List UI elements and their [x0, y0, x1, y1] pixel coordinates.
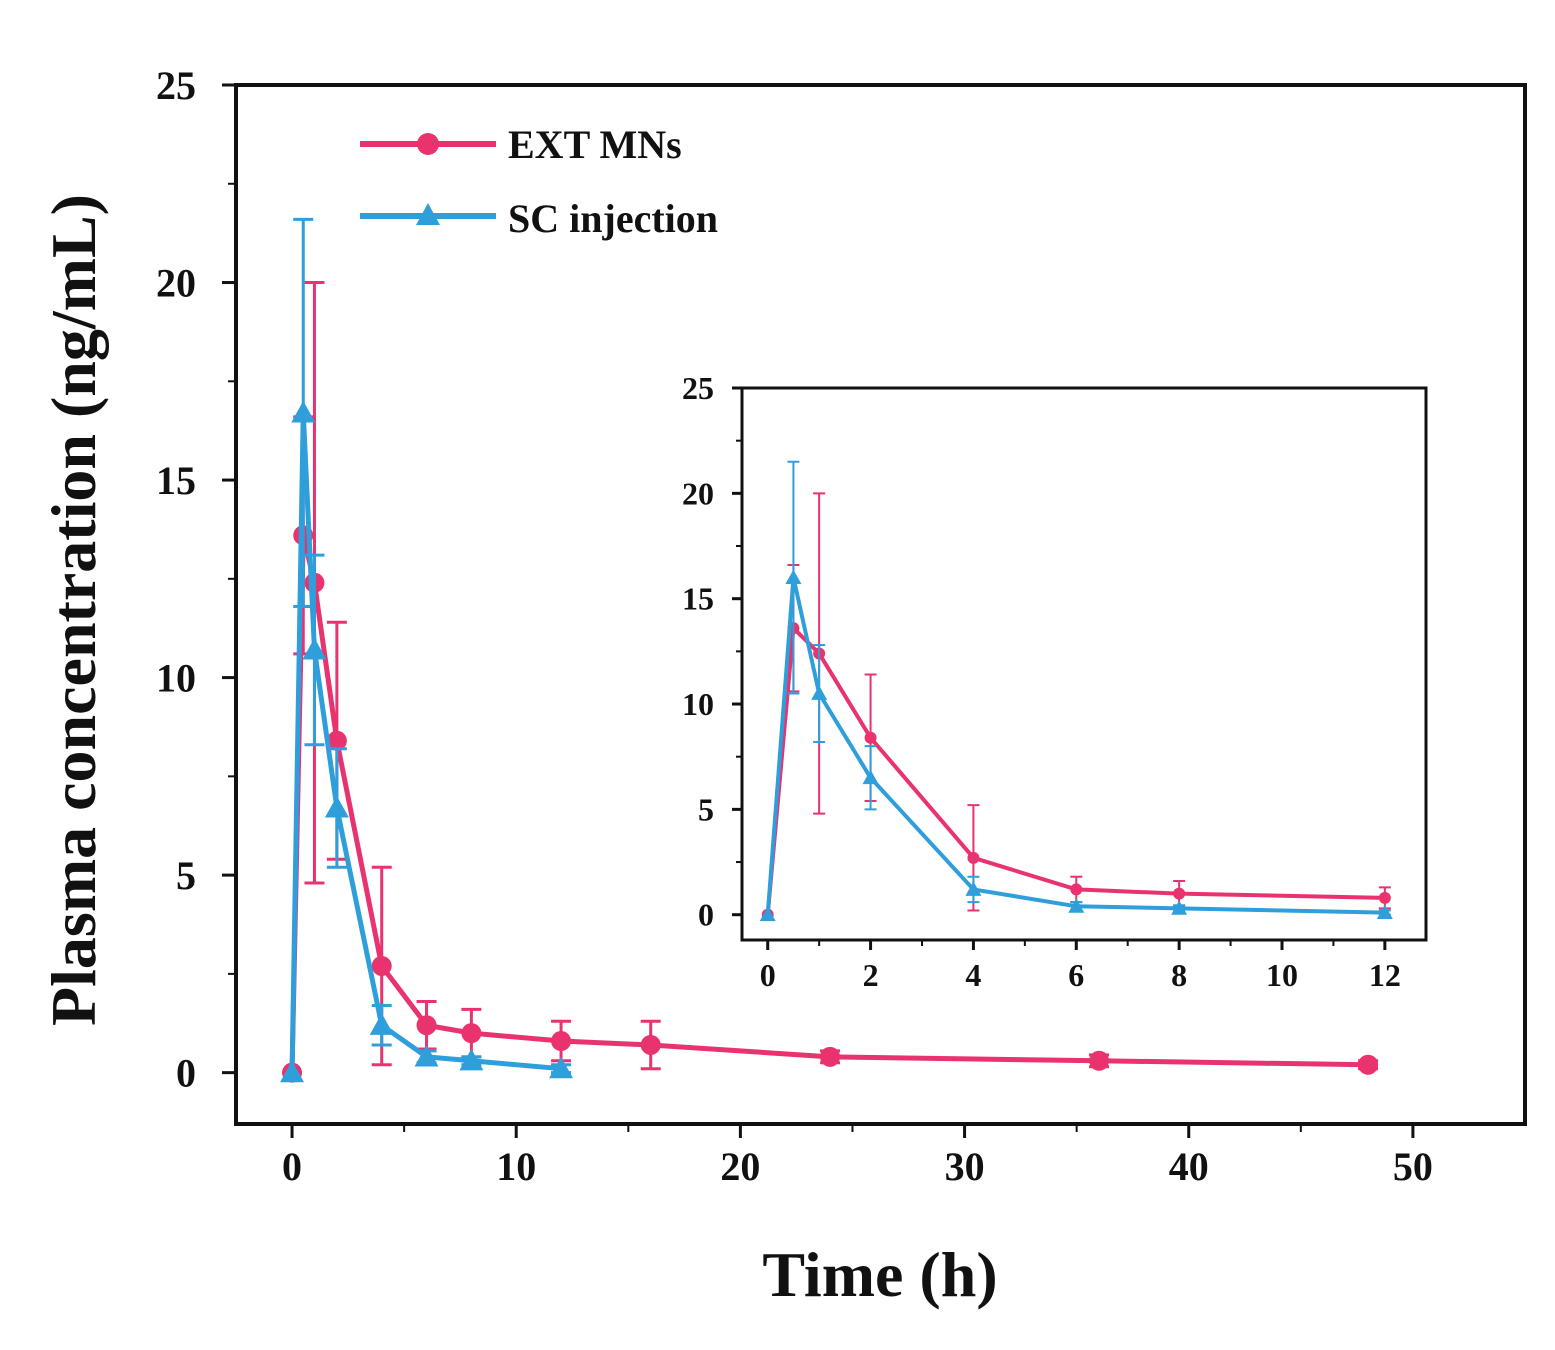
legend-item-ext-mns: EXT MNs: [360, 122, 682, 167]
inset-ext-mns-point: [1173, 887, 1186, 900]
main-sc-injection-point: [280, 1060, 305, 1083]
legend-ext-mns-label: EXT MNs: [508, 122, 682, 167]
main-sc-injection-point: [549, 1056, 574, 1079]
inset-sc-injection-point: [1068, 898, 1085, 913]
main-ext-mns-point: [461, 1023, 482, 1044]
main-sc-injection-point: [459, 1048, 484, 1071]
inset-series-layer: [759, 460, 1393, 922]
main-ext-mns-point: [371, 955, 392, 976]
inset-background: [742, 388, 1426, 940]
legend-ext-mns-marker: [417, 133, 439, 155]
inset-x-tick-label: 10: [1266, 957, 1298, 993]
inset-ext-mns-point: [1070, 883, 1083, 896]
main-y-tick-label: 15: [156, 458, 196, 503]
main-x-tick-label: 20: [720, 1144, 760, 1189]
legend-sc-injection-label: SC injection: [508, 196, 718, 241]
inset-x-tick-label: 4: [965, 957, 981, 993]
inset-ext-mns-point: [864, 731, 877, 744]
inset-sc-injection-point: [862, 769, 879, 785]
inset-y-tick-label: 15: [682, 581, 714, 617]
main-y-tick-label: 5: [176, 853, 196, 898]
inset-y-axis: 0 5 10 15 20 25: [682, 370, 742, 933]
inset-ext-mns-point: [967, 851, 980, 864]
inset-ext-mns-series: [761, 492, 1391, 921]
main-x-tick-label: 10: [496, 1144, 536, 1189]
inset-sc-injection-line: [765, 575, 1385, 915]
inset-x-tick-label: 8: [1171, 957, 1187, 993]
main-ext-mns-point: [1089, 1050, 1110, 1071]
inset-x-tick-label: 2: [863, 957, 879, 993]
main-ext-mns-point: [551, 1031, 572, 1052]
inset-x-tick-label: 12: [1369, 957, 1401, 993]
legend: EXT MNs SC injection: [360, 122, 718, 241]
main-y-tick-label: 20: [156, 261, 196, 306]
main-series-layer: [280, 217, 1379, 1083]
main-ext-mns-point: [416, 1015, 437, 1036]
inset-x-tick-label: 0: [760, 957, 776, 993]
main-x-tick-label: 0: [282, 1144, 302, 1189]
y-axis-title: Plasma concentration (ng/mL): [38, 194, 109, 1026]
main-x-axis: 0 10 20 30 40 50: [282, 1124, 1433, 1189]
x-axis-title: Time (h): [762, 1239, 997, 1310]
legend-sc-injection-marker: [416, 203, 440, 225]
main-sc-injection-point: [302, 637, 327, 660]
inset-ext-mns-point: [1378, 891, 1391, 904]
main-sc-injection-line: [289, 410, 562, 1073]
inset-sc-injection-point: [1171, 900, 1188, 915]
main-y-tick-label: 25: [156, 63, 196, 108]
main-plot-frame: [234, 83, 1527, 1126]
main-y-tick-label: 0: [176, 1051, 196, 1096]
legend-item-sc-injection: SC injection: [360, 196, 718, 241]
main-sc-injection-series: [280, 217, 574, 1083]
inset-x-tick-label: 6: [1068, 957, 1084, 993]
main-ext-mns-point: [640, 1034, 661, 1055]
inset-y-tick-label: 20: [682, 475, 714, 511]
inset-sc-injection-point: [1376, 904, 1393, 920]
main-x-tick-label: 30: [945, 1144, 985, 1189]
inset-sc-injection-point: [785, 569, 802, 585]
inset-plot-frame: [740, 386, 1428, 942]
main-sc-injection-point: [324, 795, 349, 818]
main-ext-mns-point: [1358, 1054, 1379, 1075]
inset-x-axis: 0 2 4 6 8 10 12: [760, 940, 1401, 993]
main-ext-mns-point: [326, 730, 347, 751]
main-y-tick-label: 10: [156, 656, 196, 701]
inset-y-tick-label: 25: [682, 370, 714, 406]
inset-sc-injection-point: [811, 685, 828, 700]
main-x-tick-label: 40: [1169, 1144, 1209, 1189]
inset-y-tick-label: 0: [698, 897, 714, 933]
main-sc-injection-point: [369, 1013, 394, 1035]
main-sc-injection-point: [291, 400, 316, 423]
main-x-tick-label: 50: [1393, 1144, 1433, 1189]
inset-y-tick-label: 10: [682, 686, 714, 722]
inset-y-tick-label: 5: [698, 791, 714, 827]
main-sc-injection-point: [414, 1044, 439, 1067]
inset-ext-mns-line: [765, 626, 1385, 915]
main-y-axis: 0 5 10 15 20 25: [156, 63, 236, 1096]
inset-sc-injection-point: [965, 881, 982, 896]
inset-sc-injection-point: [759, 906, 776, 922]
inset-sc-injection-series: [759, 460, 1393, 922]
main-ext-mns-point: [820, 1046, 841, 1067]
